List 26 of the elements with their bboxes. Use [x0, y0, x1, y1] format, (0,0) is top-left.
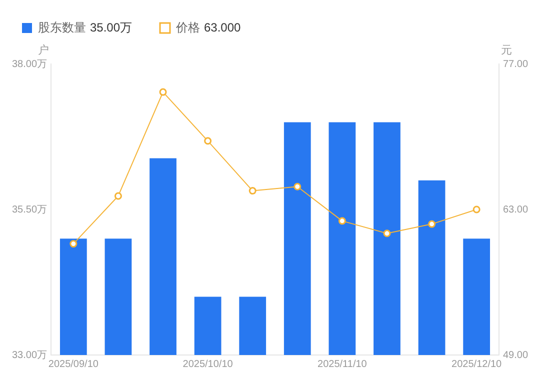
y-tick-label: 38.00万 — [12, 58, 48, 70]
y2-tick-label: 63.00 — [502, 204, 528, 216]
point — [383, 230, 391, 238]
x-tick-label: 2025/09/10 — [48, 358, 99, 370]
point — [428, 220, 436, 228]
x-tick-label: 2025/10/10 — [182, 358, 234, 370]
y2-tick-label: 49.00 — [502, 350, 528, 361]
x-tick-label: 2025/11/10 — [318, 358, 368, 370]
x-tick-label: 2025/12/10 — [452, 358, 502, 370]
text: 63.000 — [204, 20, 242, 34]
y-tick-label: 33.00万 — [12, 350, 48, 361]
point — [338, 217, 346, 225]
y-tick-label: 35.50万 — [12, 204, 48, 216]
point — [294, 182, 302, 190]
y2-axis-title: 元 — [500, 44, 512, 57]
point — [159, 88, 167, 96]
point — [114, 192, 122, 200]
point — [204, 137, 212, 145]
legend-label: 价格 — [176, 20, 200, 34]
text: 35.00万 — [90, 20, 132, 34]
point — [248, 187, 256, 195]
point — [472, 206, 480, 214]
y2-tick-label: 77.00 — [502, 58, 528, 70]
point — [70, 240, 78, 248]
y-axis-title: 户 — [38, 44, 50, 57]
legend-label: 股东数量 — [38, 20, 86, 34]
